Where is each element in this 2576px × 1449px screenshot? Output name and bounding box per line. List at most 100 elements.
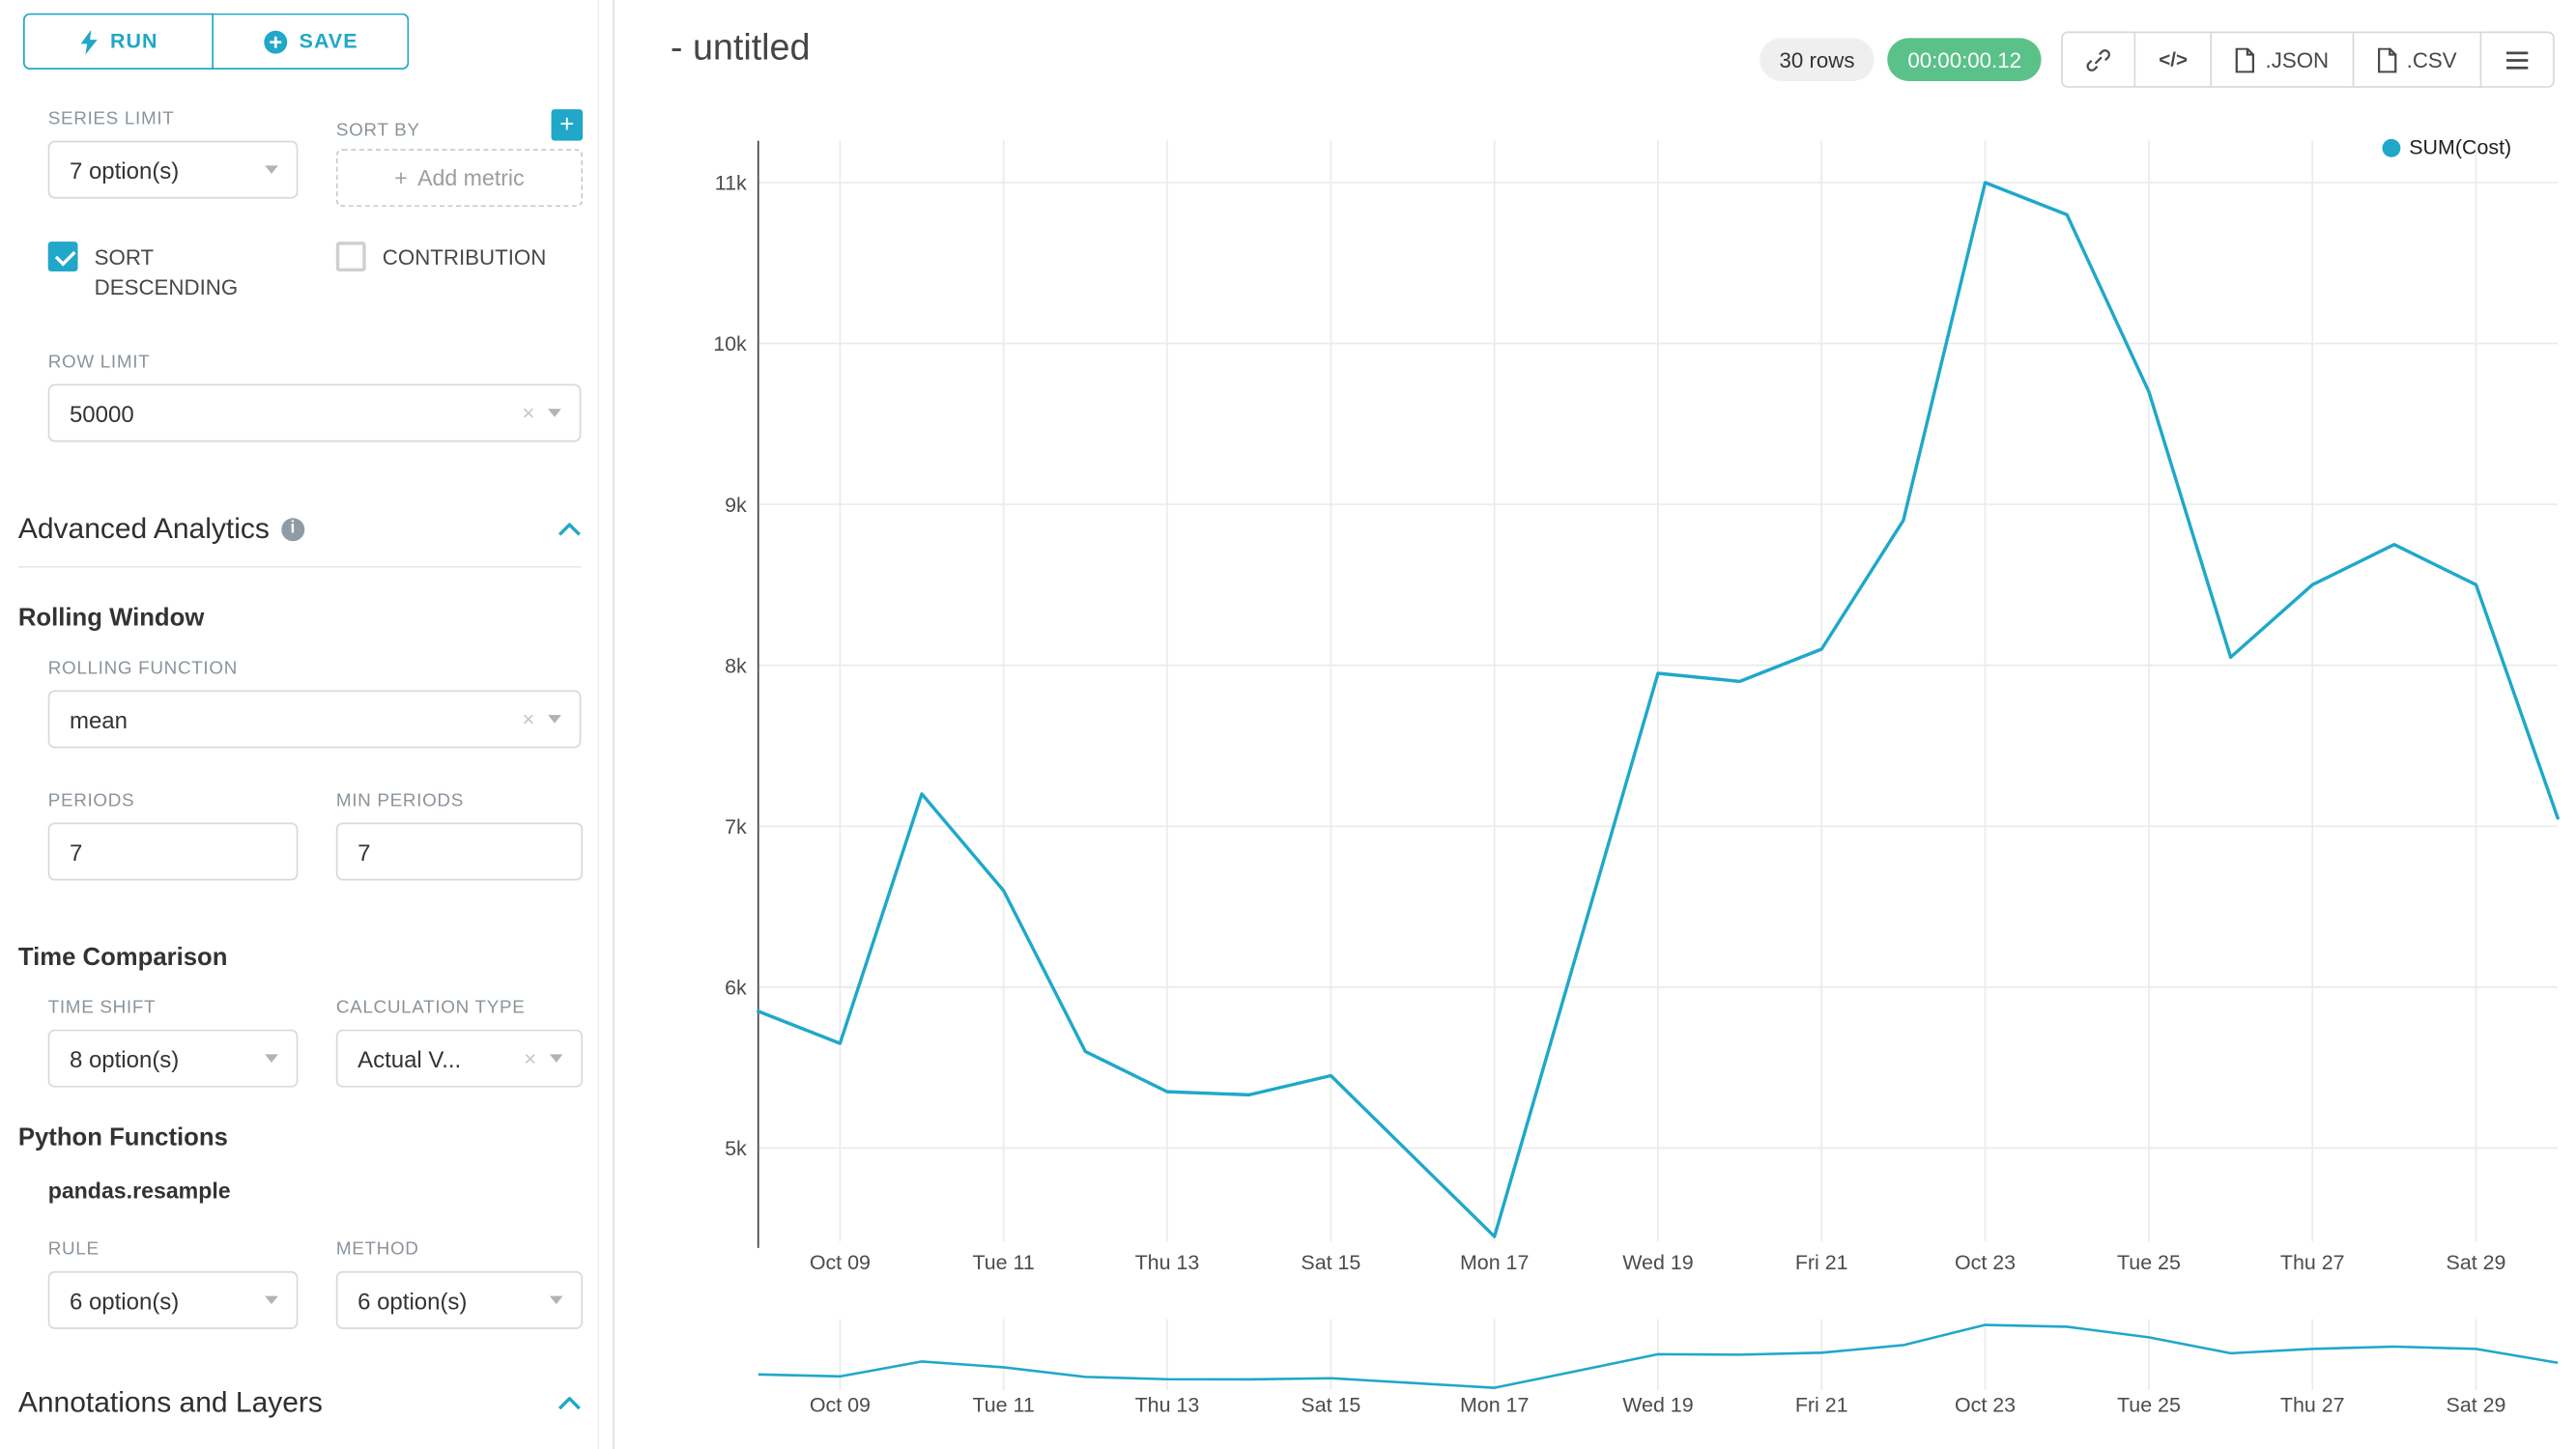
min-periods-label: MIN PERIODS [335,791,464,812]
svg-text:Wed 19: Wed 19 [1622,1251,1693,1274]
menu-icon [2506,50,2529,69]
svg-text:11k: 11k [715,172,747,195]
add-metric-placeholder: Add metric [417,165,525,191]
sort-by-label: SORT BY [335,121,420,141]
save-button[interactable]: SAVE [214,13,410,70]
svg-text:Sat 29: Sat 29 [2447,1394,2506,1417]
info-icon: i [280,518,304,542]
sort-by-add-metric[interactable]: + Add metric [335,149,584,208]
periods-value: 7 [69,838,83,866]
svg-text:7k: 7k [725,815,747,838]
rolling-function-field: ROLLING FUNCTION mean [47,659,582,750]
json-file-icon [2236,46,2255,72]
row-count-badge: 30 rows [1759,38,1875,81]
rule-label: RULE [47,1239,100,1261]
sort-by-field: SORT BY + + Add metric [335,109,584,208]
run-button-label: RUN [110,29,158,53]
export-json-label: .JSON [2265,46,2330,72]
svg-text:Fri 21: Fri 21 [1795,1394,1848,1417]
export-csv-button[interactable]: .CSV [2352,31,2482,88]
advanced-analytics-section-header[interactable]: Advanced Analytics i [17,512,582,569]
add-sort-metric-button[interactable]: + [551,109,584,141]
series-limit-select[interactable]: 7 option(s) [47,140,299,199]
svg-text:Thu 27: Thu 27 [2280,1394,2345,1417]
calculation-type-label: CALCULATION TYPE [335,998,526,1019]
chart-menu-button[interactable] [2479,31,2555,88]
export-json-button[interactable]: .JSON [2210,31,2354,88]
svg-text:Mon 17: Mon 17 [1460,1251,1529,1274]
method-value: 6 option(s) [358,1287,468,1315]
svg-text:6k: 6k [725,977,747,1000]
plus-circle-icon [263,29,287,53]
chevron-up-icon[interactable] [558,1396,581,1410]
legend-dot [2382,138,2401,156]
sort-descending-checkbox[interactable]: SORT DESCENDING [47,242,299,303]
contribution-label: CONTRIBUTION [382,244,547,270]
time-shift-field: TIME SHIFT 8 option(s) [47,998,299,1089]
time-shift-select[interactable]: 8 option(s) [47,1030,299,1089]
min-periods-value: 7 [358,838,371,866]
method-label: METHOD [335,1239,419,1261]
time-comparison-title: Time Comparison [17,944,228,973]
svg-text:Tue 11: Tue 11 [973,1394,1035,1417]
annotations-section-header[interactable]: Annotations and Layers [18,1386,582,1421]
svg-text:Oct 23: Oct 23 [1955,1394,2016,1417]
svg-text:9k: 9k [725,494,747,517]
rule-field: RULE 6 option(s) [47,1239,299,1330]
svg-text:Fri 21: Fri 21 [1795,1251,1848,1274]
svg-text:Thu 13: Thu 13 [1135,1394,1200,1417]
svg-text:Oct 09: Oct 09 [810,1394,871,1417]
chevron-down-icon [265,1055,278,1064]
svg-text:Thu 13: Thu 13 [1135,1251,1200,1274]
sidebar-scrollbar[interactable] [597,0,600,1449]
rolling-function-label: ROLLING FUNCTION [47,659,239,680]
rule-select[interactable]: 6 option(s) [47,1271,299,1330]
clear-icon[interactable] [522,401,534,426]
plus-icon: + [394,165,408,191]
query-timer-badge: 00:00:00.12 [1887,38,2042,81]
contribution-checkbox[interactable]: CONTRIBUTION [335,242,583,303]
clear-icon[interactable] [522,707,534,732]
svg-text:Oct 23: Oct 23 [1955,1251,2016,1274]
svg-text:5k: 5k [725,1137,747,1160]
run-save-button-group: RUN SAVE [22,13,581,70]
run-button[interactable]: RUN [22,13,215,70]
svg-text:Tue 11: Tue 11 [973,1251,1035,1274]
svg-text:Tue 25: Tue 25 [2117,1251,2181,1274]
clear-icon[interactable] [524,1046,536,1071]
chart-title: - untitled [670,26,811,69]
chart-legend[interactable]: SUM(Cost) [2382,135,2511,158]
embed-code-button[interactable]: </> [2133,31,2213,88]
chevron-up-icon[interactable] [558,523,581,536]
code-icon: </> [2159,47,2188,71]
calculation-type-value: Actual V... [358,1045,462,1073]
time-shift-label: TIME SHIFT [47,998,157,1019]
svg-text:Sat 15: Sat 15 [1301,1394,1360,1417]
rolling-function-select[interactable]: mean [47,691,582,750]
chevron-down-icon [548,409,561,418]
control-panel: RUN SAVE SERIES LIMIT 7 option(s) [0,0,615,1449]
svg-text:Wed 19: Wed 19 [1622,1394,1693,1417]
min-periods-field: MIN PERIODS 7 [335,791,584,882]
svg-text:Oct 09: Oct 09 [810,1251,871,1274]
series-limit-value: 7 option(s) [69,156,180,184]
calculation-type-select[interactable]: Actual V... [335,1030,584,1089]
checkbox-checked-icon [47,242,78,271]
periods-input[interactable]: 7 [47,823,299,882]
save-button-label: SAVE [299,29,358,53]
periods-field: PERIODS 7 [47,792,299,882]
calculation-type-field: CALCULATION TYPE Actual V... [335,998,584,1089]
row-limit-select[interactable]: 50000 [47,384,582,443]
chevron-down-icon [549,1055,563,1064]
svg-text:Tue 25: Tue 25 [2117,1394,2181,1417]
chart-header-controls: 30 rows 00:00:00.12 </> .J [1759,31,2555,88]
min-periods-input[interactable]: 7 [335,823,584,882]
svg-text:Sat 15: Sat 15 [1301,1251,1360,1274]
method-select[interactable]: 6 option(s) [335,1271,584,1330]
svg-text:Thu 27: Thu 27 [2280,1251,2345,1274]
chevron-down-icon [548,715,561,724]
csv-file-icon [2377,46,2396,72]
svg-text:Sat 29: Sat 29 [2447,1251,2506,1274]
row-limit-value: 50000 [69,400,134,427]
svg-text:Mon 17: Mon 17 [1460,1394,1529,1417]
